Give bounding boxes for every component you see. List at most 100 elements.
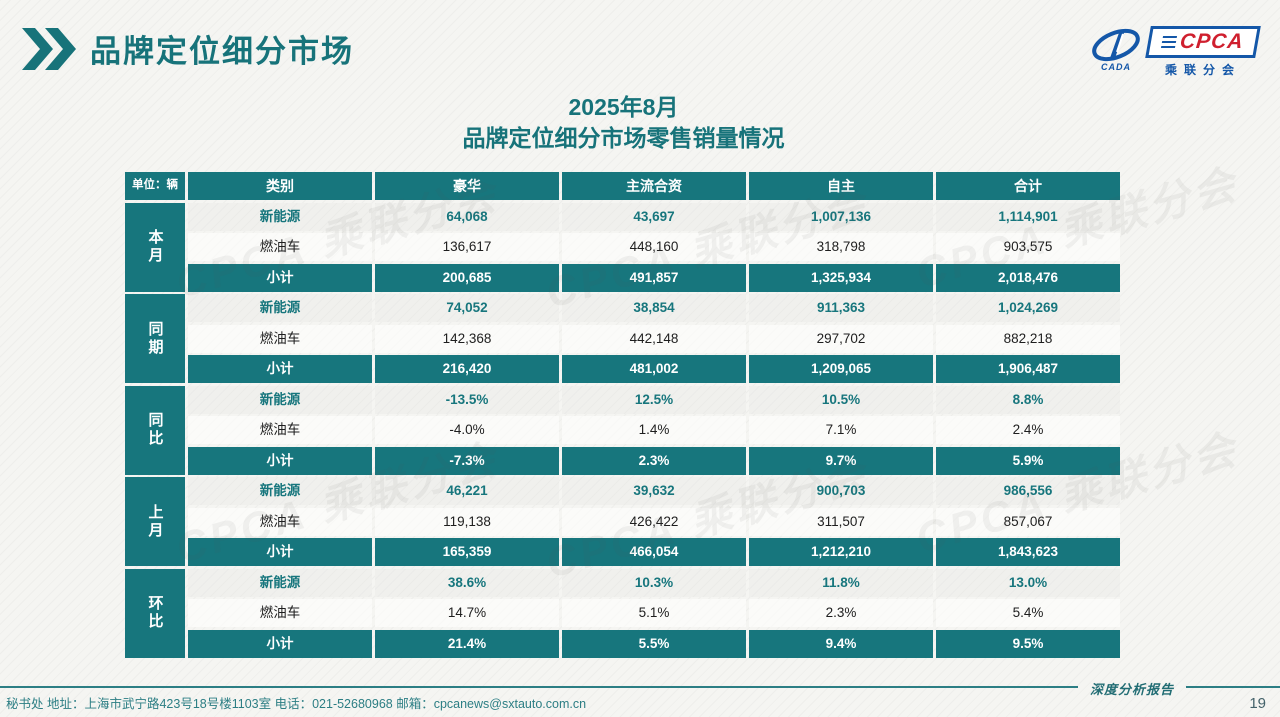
row-label-fuel: 燃油车 <box>188 416 372 444</box>
value-cell: 2.4% <box>936 416 1120 444</box>
footer-rule-right <box>1186 686 1280 688</box>
unit-label-cell: 单位：辆 <box>125 172 185 200</box>
row-label-nev: 新能源 <box>188 385 372 414</box>
row-label-subtotal: 小计 <box>188 446 372 475</box>
value-cell: 39,632 <box>562 477 746 505</box>
row-label-nev: 新能源 <box>188 202 372 231</box>
value-cell: 911,363 <box>749 294 933 322</box>
row-label-fuel: 燃油车 <box>188 599 372 627</box>
row-group-label: 同期 <box>125 294 185 383</box>
sales-table: 单位：辆 类别 豪华 主流合资 自主 合计 本月 新能源 64,068 43,697 1,007,1… <box>125 172 1120 658</box>
value-cell: 5.5% <box>562 629 746 658</box>
value-cell: 9.7% <box>749 446 933 475</box>
cpca-logo: CADA CPCA 乘联分会 <box>1090 26 1261 78</box>
double-chevron-icon <box>22 27 76 70</box>
value-cell: 165,359 <box>375 538 559 566</box>
value-cell: 318,798 <box>749 233 933 261</box>
row-label-nev: 新能源 <box>188 477 372 505</box>
value-cell: 311,507 <box>749 507 933 536</box>
value-cell: 1,212,210 <box>749 538 933 566</box>
column-header-5: 合计 <box>936 172 1120 200</box>
value-cell: 1,209,065 <box>749 355 933 383</box>
sales-table-wrap: 单位：辆 类别 豪华 主流合资 自主 合计 本月 新能源 64,068 43,697 1,007,1… <box>125 172 1120 658</box>
value-cell: 466,054 <box>562 538 746 566</box>
row-group-label: 环比 <box>125 568 185 658</box>
value-cell: 13.0% <box>936 568 1120 597</box>
value-cell: 2.3% <box>749 599 933 627</box>
cada-label: CADA <box>1101 62 1131 72</box>
value-cell: 1,007,136 <box>749 202 933 231</box>
value-cell: 2.3% <box>562 446 746 475</box>
footer-rule-left <box>0 686 1078 688</box>
value-cell: 136,617 <box>375 233 559 261</box>
value-cell: -13.5% <box>375 385 559 414</box>
value-cell: 491,857 <box>562 263 746 292</box>
value-cell: 903,575 <box>936 233 1120 261</box>
row-label-nev: 新能源 <box>188 568 372 597</box>
value-cell: 21.4% <box>375 629 559 658</box>
row-label-subtotal: 小计 <box>188 263 372 292</box>
cpca-emblem-icon: CADA <box>1090 26 1142 72</box>
value-cell: 46,221 <box>375 477 559 505</box>
value-cell: 1,843,623 <box>936 538 1120 566</box>
value-cell: 297,702 <box>749 324 933 353</box>
value-cell: 5.9% <box>936 446 1120 475</box>
row-label-subtotal: 小计 <box>188 629 372 658</box>
value-cell: 1,114,901 <box>936 202 1120 231</box>
table-title-main: 品牌定位细分市场零售销量情况 <box>462 125 785 151</box>
value-cell: 64,068 <box>375 202 559 231</box>
value-cell: 43,697 <box>562 202 746 231</box>
value-cell: 5.4% <box>936 599 1120 627</box>
value-cell: 1,325,934 <box>749 263 933 292</box>
column-header-4: 自主 <box>749 172 933 200</box>
value-cell: 882,218 <box>936 324 1120 353</box>
table-title-month: 2025年8月 <box>568 94 679 120</box>
cpca-box: CPCA <box>1145 26 1261 58</box>
value-cell: 74,052 <box>375 294 559 322</box>
value-cell: 10.3% <box>562 568 746 597</box>
value-cell: 900,703 <box>749 477 933 505</box>
value-cell: 216,420 <box>375 355 559 383</box>
value-cell: 426,422 <box>562 507 746 536</box>
value-cell: 10.5% <box>749 385 933 414</box>
row-label-nev: 新能源 <box>188 294 372 322</box>
value-cell: 7.1% <box>749 416 933 444</box>
footer-contact: 秘书处 地址：上海市武宁路423号18号楼1103室 电话：021-526809… <box>6 697 587 711</box>
value-cell: 12.5% <box>562 385 746 414</box>
value-cell: 1,024,269 <box>936 294 1120 322</box>
row-group-label: 同比 <box>125 385 185 475</box>
table-title-block: 2025年8月 品牌定位细分市场零售销量情况 <box>125 92 1122 154</box>
value-cell: 986,556 <box>936 477 1120 505</box>
value-cell: 857,067 <box>936 507 1120 536</box>
value-cell: 481,002 <box>562 355 746 383</box>
value-cell: -7.3% <box>375 446 559 475</box>
column-header-1: 类别 <box>188 172 372 200</box>
value-cell: 38,854 <box>562 294 746 322</box>
report-type-label: 深度分析报告 <box>1089 682 1174 697</box>
value-cell: 448,160 <box>562 233 746 261</box>
row-label-subtotal: 小计 <box>188 538 372 566</box>
row-group-label: 本月 <box>125 202 185 292</box>
value-cell: 5.1% <box>562 599 746 627</box>
value-cell: 119,138 <box>375 507 559 536</box>
value-cell: 1,906,487 <box>936 355 1120 383</box>
page-title: 品牌定位细分市场 <box>90 34 354 69</box>
page-number: 19 <box>1249 695 1266 712</box>
value-cell: 142,368 <box>375 324 559 353</box>
row-label-fuel: 燃油车 <box>188 507 372 536</box>
value-cell: 200,685 <box>375 263 559 292</box>
value-cell: -4.0% <box>375 416 559 444</box>
row-label-fuel: 燃油车 <box>188 233 372 261</box>
cpca-text: CPCA <box>1179 30 1246 53</box>
cpca-chinese-label: 乘联分会 <box>1164 63 1241 77</box>
cpca-wordmark: CPCA 乘联分会 <box>1145 26 1261 78</box>
value-cell: 8.8% <box>936 385 1120 414</box>
row-label-fuel: 燃油车 <box>188 324 372 353</box>
column-header-3: 主流合资 <box>562 172 746 200</box>
header: 品牌定位细分市场 <box>22 26 354 71</box>
value-cell: 9.4% <box>749 629 933 658</box>
row-label-subtotal: 小计 <box>188 355 372 383</box>
speedlines-icon <box>1161 36 1178 48</box>
value-cell: 38.6% <box>375 568 559 597</box>
